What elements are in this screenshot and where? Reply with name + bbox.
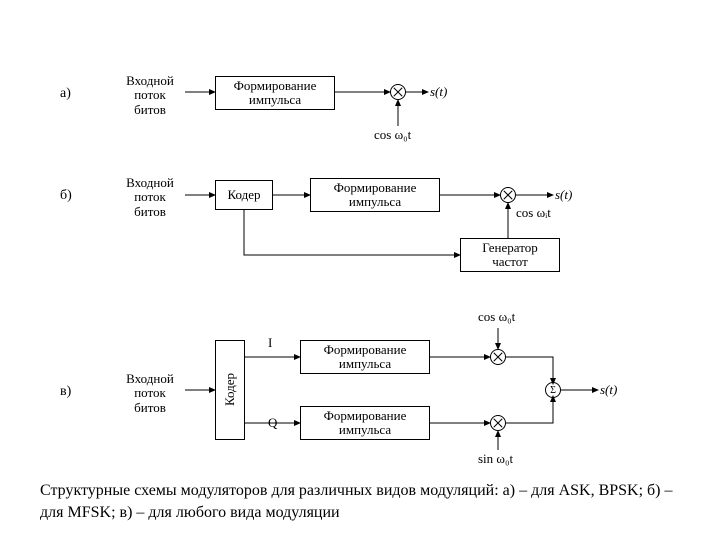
row-v-cos: cos ω₀t	[478, 310, 515, 324]
figure-caption: Структурные схемы модуляторов для различ…	[40, 480, 680, 523]
row-b-label: б)	[60, 188, 72, 204]
row-b-input: Входной поток битов	[115, 176, 185, 219]
row-a-mixer	[390, 84, 406, 100]
wires-svg	[0, 0, 720, 540]
row-a-cos: cos ω₀t	[374, 128, 411, 142]
row-v-mixer-q	[490, 415, 506, 431]
row-b-cos: cos ωᵢt	[516, 206, 551, 220]
row-b-freqgen: Генератор частот	[460, 238, 560, 272]
row-v-i-label: I	[268, 336, 272, 350]
row-v-coder-text: Кодер	[223, 373, 237, 406]
row-b-shaper: Формирование импульса	[310, 178, 440, 212]
row-v-input: Входной поток битов	[115, 372, 185, 415]
row-v-label: в)	[60, 384, 71, 400]
row-v-sin: sin ω₀t	[478, 452, 513, 466]
row-v-q-label: Q	[268, 416, 277, 430]
row-v-mixer-i	[490, 349, 506, 365]
row-b-mixer	[500, 187, 516, 203]
row-v-coder: Кодер	[215, 340, 245, 440]
row-a-output: s(t)	[430, 85, 447, 99]
sigma-text: Σ	[550, 385, 556, 396]
row-a-label: а)	[60, 86, 71, 102]
row-b-output: s(t)	[555, 188, 572, 202]
row-v-output: s(t)	[600, 383, 617, 397]
row-v-shaper-q: Формирование импульса	[300, 406, 430, 440]
row-b-coder: Кодер	[215, 180, 273, 210]
row-v-summer: Σ	[545, 382, 561, 398]
row-a-input: Входной поток битов	[115, 74, 185, 117]
row-a-shaper: Формирование импульса	[215, 76, 335, 110]
row-v-shaper-i: Формирование импульса	[300, 340, 430, 374]
